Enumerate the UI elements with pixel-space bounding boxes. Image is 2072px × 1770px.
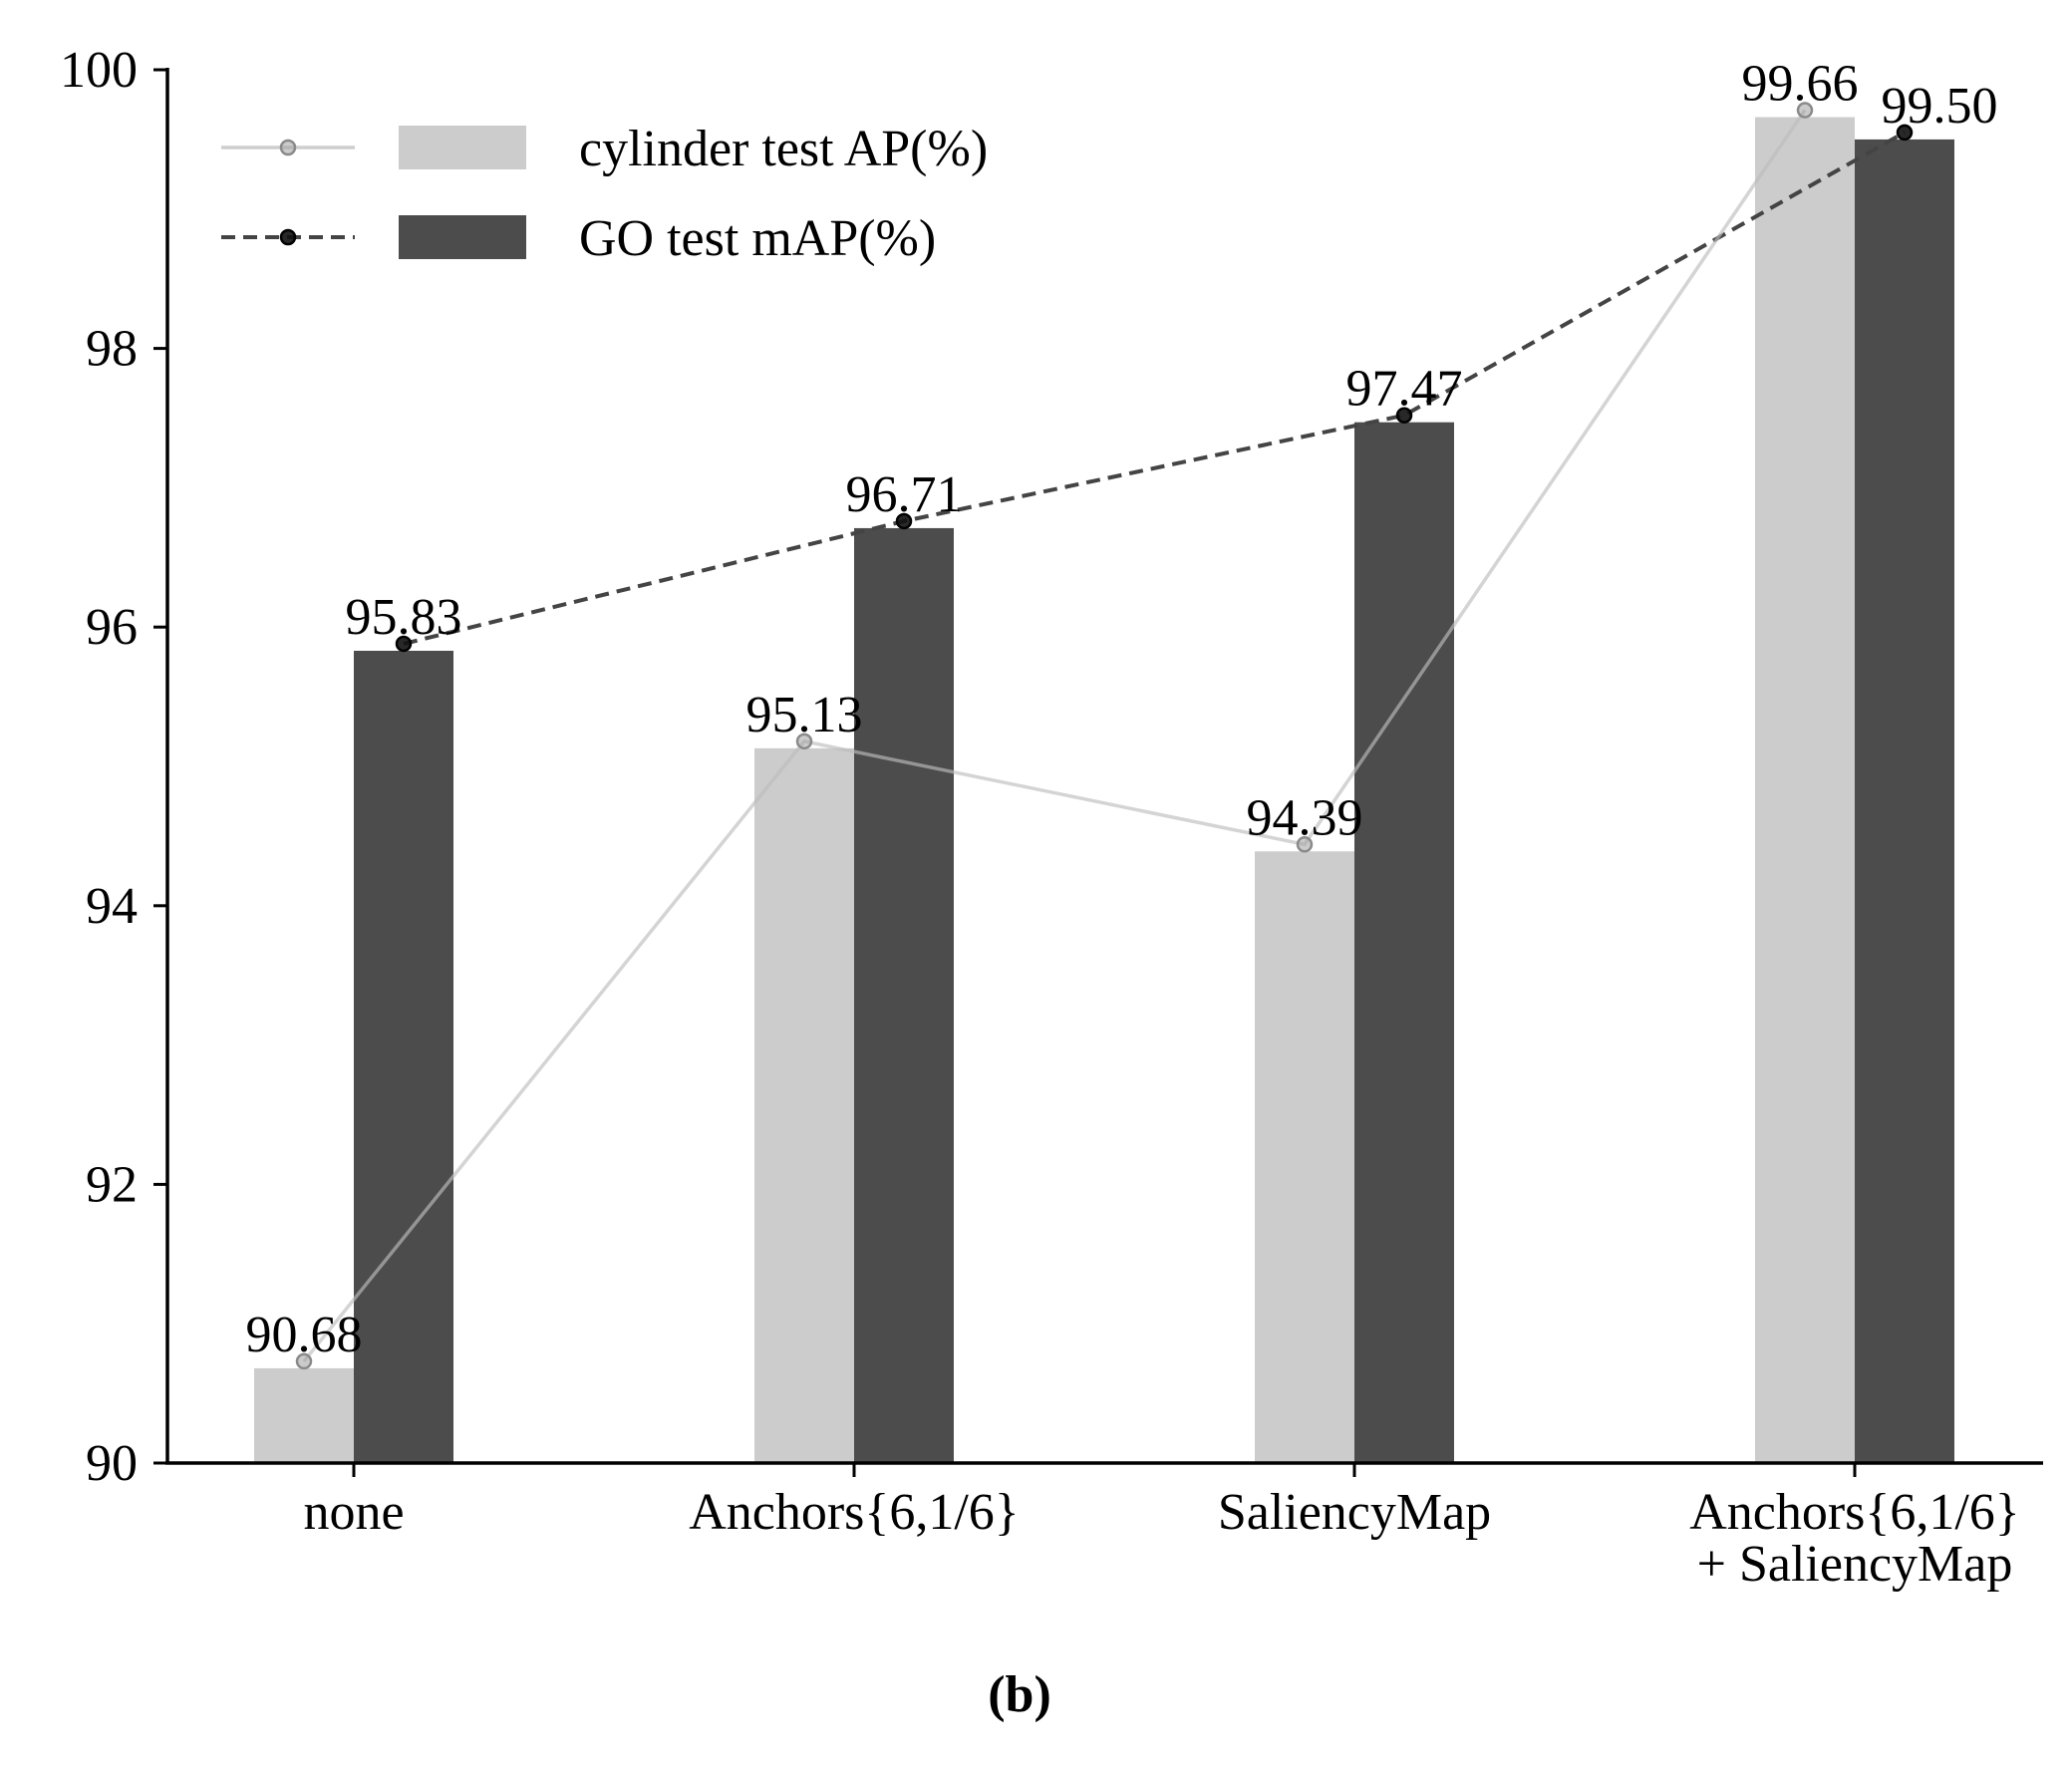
legend-swatch-cylinder-test-ap xyxy=(399,126,526,169)
legend-label-go-test-map: GO test mAP(%) xyxy=(579,210,936,267)
line-cylinder-test-ap xyxy=(302,109,1807,1363)
legend-swatch-go-test-map xyxy=(399,215,526,259)
bar-go-test-map-0 xyxy=(354,650,453,1463)
marker-cylinder-test-ap-3 xyxy=(1796,102,1814,119)
x-tick-label-0: none xyxy=(303,1484,404,1541)
bar-cylinder-test-ap-2 xyxy=(1255,851,1354,1463)
legend-marker-cylinder-test-ap xyxy=(279,139,297,156)
data-label-cylinder-test-ap-0: 90.68 xyxy=(246,1307,363,1363)
bars xyxy=(254,117,1954,1464)
marker-cylinder-test-ap-1 xyxy=(795,733,813,750)
x-tick-label-3: Anchors{6,1/6} + SaliencyMap xyxy=(1689,1484,2020,1593)
x-tick-label-2: SaliencyMap xyxy=(1218,1484,1491,1541)
data-label-cylinder-test-ap-2: 94.39 xyxy=(1247,789,1363,846)
x-tick-label-3-line-1: + SaliencyMap xyxy=(1697,1536,2013,1593)
x-tick-label-2-line-0: SaliencyMap xyxy=(1218,1484,1491,1541)
series-lines xyxy=(295,102,1914,1370)
bar-cylinder-test-ap-3 xyxy=(1755,117,1855,1464)
x-tick-label-1-line-0: Anchors{6,1/6} xyxy=(689,1484,1020,1541)
y-tick-label-2: 94 xyxy=(86,878,138,935)
y-tick-label-4: 98 xyxy=(86,321,138,378)
data-label-go-test-map-3: 99.50 xyxy=(1882,78,1998,135)
data-label-go-test-map-0: 95.83 xyxy=(346,589,462,646)
marker-go-test-map-1 xyxy=(895,512,913,530)
x-tick-label-0-line-0: none xyxy=(303,1484,404,1541)
axes: 90 92 94 96 98 100 none Anchors{6,1/6} SaliencyM… xyxy=(60,42,2043,1593)
y-tick-label-3: 96 xyxy=(86,599,138,656)
y-tick-label-1: 92 xyxy=(86,1156,138,1213)
marker-go-test-map-2 xyxy=(1395,407,1413,424)
y-tick-label-0: 90 xyxy=(86,1435,138,1492)
bar-cylinder-test-ap-1 xyxy=(754,747,854,1463)
bar-go-test-map-2 xyxy=(1354,422,1454,1464)
legend-marker-go-test-map xyxy=(279,228,297,246)
y-tick-label-5: 100 xyxy=(60,42,138,99)
line-go-test-map xyxy=(403,131,1906,646)
data-label-cylinder-test-ap-3: 99.66 xyxy=(1742,56,1859,113)
legend: cylinder test AP(%) GO test mAP(%) xyxy=(221,121,988,267)
marker-go-test-map-0 xyxy=(395,635,413,653)
data-labels: 90.68 95.13 94.39 99.66 95.83 96.71 97.47 99.50 xyxy=(246,56,1998,1363)
legend-label-cylinder-test-ap: cylinder test AP(%) xyxy=(579,121,988,177)
panel-label: (b) xyxy=(988,1666,1051,1723)
data-label-go-test-map-1: 96.71 xyxy=(846,466,963,523)
bar-go-test-map-1 xyxy=(854,527,954,1463)
x-tick-label-3-line-0: Anchors{6,1/6} xyxy=(1689,1484,2020,1541)
data-label-cylinder-test-ap-1: 95.13 xyxy=(746,687,863,743)
x-tick-label-1: Anchors{6,1/6} xyxy=(689,1484,1020,1541)
marker-cylinder-test-ap-0 xyxy=(295,1352,313,1370)
marker-go-test-map-3 xyxy=(1896,124,1914,142)
bar-cylinder-test-ap-0 xyxy=(254,1367,354,1463)
bar-go-test-map-3 xyxy=(1855,139,1954,1463)
data-label-go-test-map-2: 97.47 xyxy=(1346,361,1463,418)
marker-cylinder-test-ap-2 xyxy=(1296,836,1314,853)
